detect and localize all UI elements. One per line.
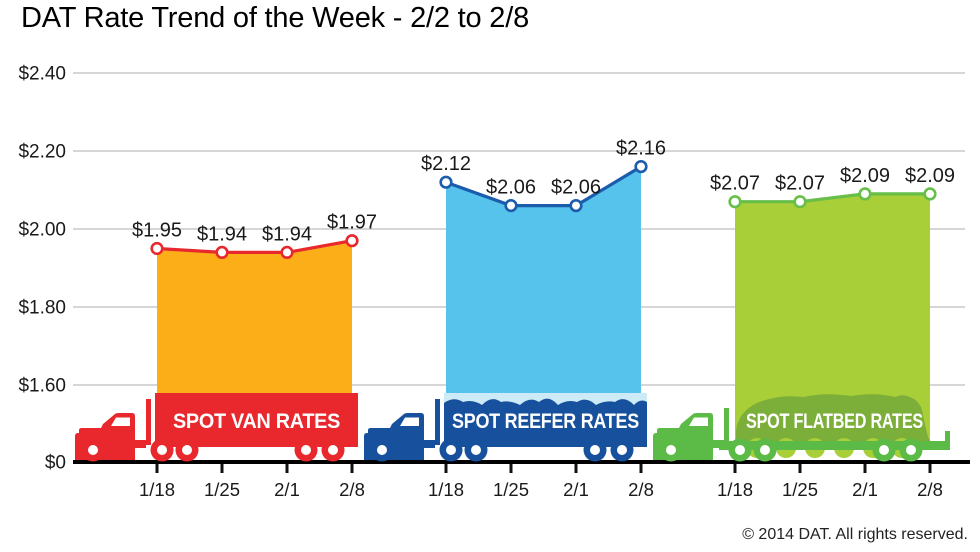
x-axis-tick [509, 464, 513, 473]
truck-wheel-hub [182, 445, 192, 455]
spot-flatbed-rates-value-label: $2.09 [840, 165, 890, 187]
truck-wheel-hub [590, 445, 600, 455]
x-axis-tick [155, 464, 159, 473]
x-axis-tick-label: 1/18 [139, 479, 175, 500]
spot-van-rates-cab-chassis [131, 440, 146, 448]
spot-flatbed-rates-cab-window [689, 417, 708, 426]
truck-wheel-hub [471, 445, 481, 455]
spot-reefer-rates-cab-chassis [420, 440, 435, 448]
x-axis-tick [733, 464, 737, 473]
spot-reefer-rates-value-label: $2.12 [421, 153, 471, 175]
x-axis-tick-label: 2/8 [339, 479, 365, 500]
spot-reefer-rates-trailer [444, 398, 647, 447]
spot-van-rates-value-label: $1.94 [197, 223, 247, 245]
spot-reefer-rates-data-point-marker [504, 199, 518, 213]
spot-flatbed-rates-value-label: $2.09 [905, 165, 955, 187]
x-axis-tick [285, 464, 289, 473]
truck-wheel-hub [446, 445, 456, 455]
x-axis-tick-label: 1/25 [493, 479, 529, 500]
spot-flatbed-rates-data-point-marker [728, 195, 742, 209]
spot-van-rates-value-label: $1.97 [327, 212, 377, 234]
x-axis-tick-label: 1/25 [204, 479, 240, 500]
x-axis-tick-label: 2/1 [274, 479, 300, 500]
spot-flatbed-rates-cab-chassis [709, 440, 724, 448]
x-axis-tick [798, 464, 802, 473]
y-axis-tick-label: $0 [45, 453, 66, 474]
spot-flatbed-rates-tarp-load [736, 394, 935, 443]
spot-reefer-rates-front-post [435, 399, 440, 445]
y-axis-tick-label: $1.60 [18, 376, 66, 397]
spot-van-rates-trailer [155, 393, 358, 447]
spot-van-rates-value-label: $1.95 [132, 220, 182, 242]
x-axis-tick [220, 464, 224, 473]
spot-reefer-rates-value-label: $2.16 [616, 138, 666, 160]
spot-reefer-rates-data-point-marker [569, 199, 583, 213]
x-axis-baseline [73, 460, 970, 464]
spot-reefer-rates-data-point-marker [439, 175, 453, 189]
y-axis-tick-label: $1.80 [18, 298, 66, 319]
y-axis-tick-label: $2.20 [18, 142, 66, 163]
truck-wheel-hub [735, 445, 745, 455]
spot-van-rates-data-point-marker [280, 245, 294, 259]
spot-reefer-rates-value-label: $2.06 [551, 177, 601, 199]
spot-van-rates-data-point-marker [345, 234, 359, 248]
spot-reefer-rates-area [446, 166, 641, 444]
spot-flatbed-rates-value-label: $2.07 [775, 173, 825, 195]
spot-flatbed-rates-data-point-marker [923, 187, 937, 201]
x-axis-tick-label: 1/25 [782, 479, 818, 500]
spot-flatbed-rates-value-label: $2.07 [710, 173, 760, 195]
x-axis-tick [444, 464, 448, 473]
truck-wheel-hub [617, 445, 627, 455]
x-axis-tick [574, 464, 578, 473]
spot-flatbed-rates-deck-lip [945, 431, 950, 450]
truck-wheel-hub [666, 445, 676, 455]
truck-wheel-hub [301, 445, 311, 455]
spot-flatbed-rates-label: SPOT FLATBED RATES [746, 410, 923, 433]
x-axis-tick [928, 464, 932, 473]
spot-flatbed-rates-flatbed-deck [719, 441, 950, 450]
x-axis-tick-label: 2/8 [917, 479, 943, 500]
x-axis-tick-label: 1/18 [428, 479, 464, 500]
spot-flatbed-rates-area [735, 193, 930, 444]
spot-van-rates-cab-window [111, 417, 130, 426]
y-axis-tick-label: $2.00 [18, 220, 66, 241]
spot-van-rates-value-label: $1.94 [262, 223, 312, 245]
x-axis-tick-label: 1/18 [717, 479, 753, 500]
truck-wheel-hub [157, 445, 167, 455]
spot-flatbed-rates-line [735, 192, 930, 204]
spot-flatbed-rates-front-post [724, 408, 729, 447]
x-axis-tick [639, 464, 643, 473]
copyright-text: © 2014 DAT. All rights reserved. [742, 526, 968, 543]
spot-van-rates-label: SPOT VAN RATES [173, 410, 340, 433]
x-axis-tick [350, 464, 354, 473]
x-axis-tick-label: 2/1 [563, 479, 589, 500]
spot-van-rates-data-point-marker [150, 241, 164, 256]
spot-van-rates-front-post [146, 399, 151, 445]
y-axis-tick-label: $2.40 [18, 64, 66, 85]
truck-wheel-hub [760, 445, 770, 455]
spot-van-rates-data-point-marker [215, 245, 229, 259]
truck-wheel-hub [328, 445, 338, 455]
truck-wheel-hub [906, 445, 916, 455]
spot-reefer-rates-label: SPOT REEFER RATES [452, 410, 639, 433]
spot-van-rates-line [156, 239, 353, 254]
truck-wheel-hub [879, 445, 889, 455]
x-axis-tick-label: 2/1 [852, 479, 878, 500]
truck-wheel-hub [377, 445, 387, 455]
chart-title: DAT Rate Trend of the Week - 2/2 to 2/8 [21, 2, 530, 34]
x-axis-tick [863, 464, 867, 473]
x-axis-tick-label: 2/8 [628, 479, 654, 500]
spot-reefer-rates-value-label: $2.06 [486, 177, 536, 199]
spot-reefer-rates-data-point-marker [634, 160, 648, 174]
spot-flatbed-rates-data-point-marker [858, 187, 872, 201]
truck-wheel-hub [88, 445, 98, 455]
spot-flatbed-rates-data-point-marker [793, 195, 807, 209]
spot-reefer-rates-line [445, 165, 642, 208]
spot-reefer-rates-cab-window [400, 417, 419, 426]
